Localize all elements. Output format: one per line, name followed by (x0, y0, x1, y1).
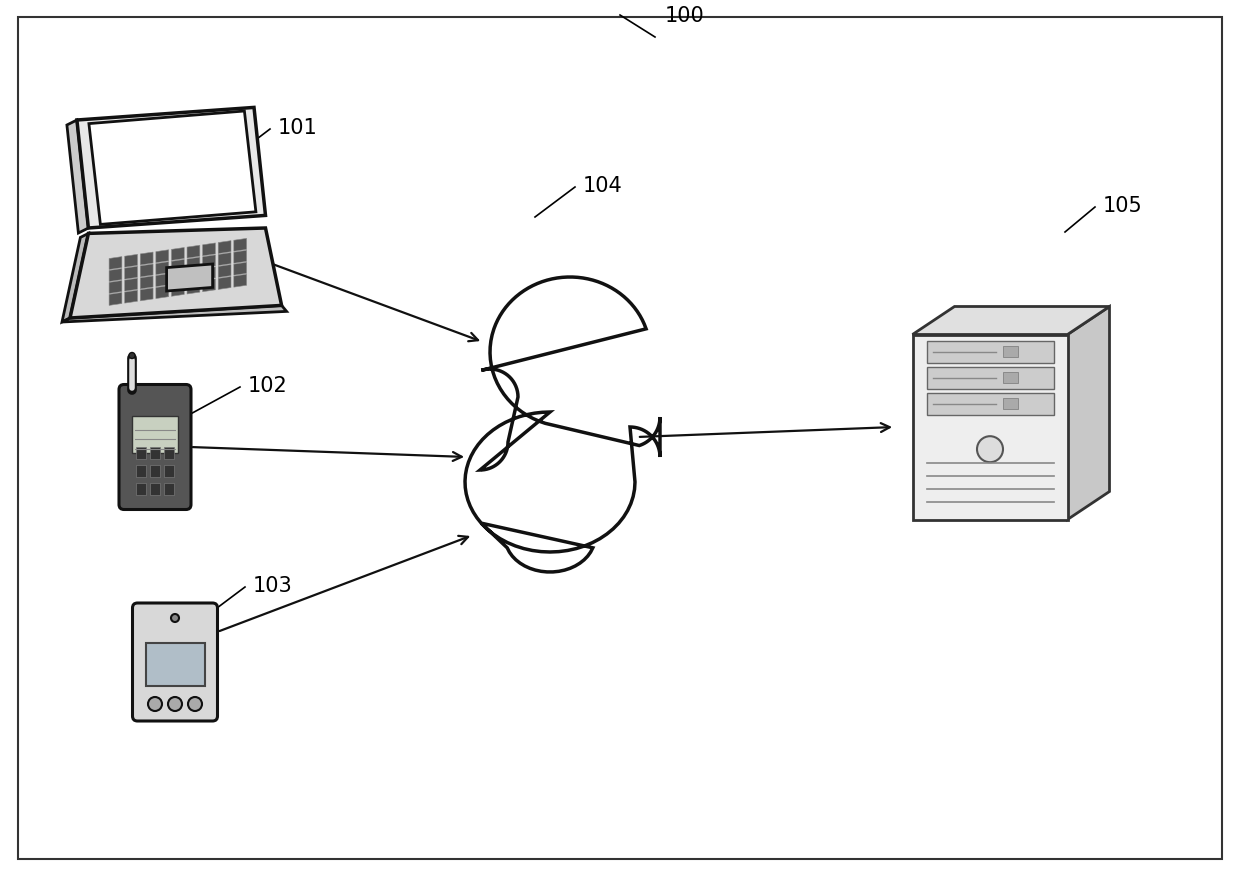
Polygon shape (109, 257, 122, 270)
Polygon shape (125, 291, 138, 303)
Text: 100: 100 (665, 6, 704, 26)
Bar (150, 465, 160, 477)
Polygon shape (218, 277, 231, 290)
Circle shape (977, 437, 1003, 463)
Polygon shape (218, 253, 231, 267)
Polygon shape (69, 229, 281, 318)
Circle shape (129, 353, 135, 359)
Text: 101: 101 (278, 118, 317, 138)
Bar (164, 483, 174, 495)
Polygon shape (156, 251, 169, 263)
Bar (136, 483, 146, 495)
Polygon shape (140, 289, 153, 302)
Circle shape (188, 697, 202, 711)
Polygon shape (77, 108, 265, 229)
Polygon shape (171, 260, 185, 273)
FancyBboxPatch shape (133, 603, 217, 721)
Text: 104: 104 (583, 175, 622, 196)
Bar (145, 643, 205, 686)
Polygon shape (234, 239, 247, 252)
Polygon shape (202, 244, 216, 256)
Polygon shape (109, 282, 122, 294)
Polygon shape (913, 307, 1110, 335)
Polygon shape (465, 278, 660, 573)
Bar (1003, 373, 1018, 383)
Polygon shape (1068, 307, 1110, 520)
Polygon shape (62, 234, 88, 323)
Bar (164, 447, 174, 459)
Polygon shape (67, 121, 88, 234)
Polygon shape (156, 287, 169, 299)
Polygon shape (234, 251, 247, 264)
Bar (913, 335, 1068, 520)
Bar (136, 465, 146, 477)
Text: 105: 105 (1104, 196, 1143, 216)
Bar (926, 367, 1054, 389)
Polygon shape (234, 263, 247, 276)
Polygon shape (218, 265, 231, 278)
Polygon shape (89, 112, 255, 225)
Polygon shape (218, 241, 231, 254)
Bar (1003, 346, 1018, 358)
Circle shape (148, 697, 162, 711)
Polygon shape (202, 280, 216, 292)
Polygon shape (125, 267, 138, 280)
Bar (136, 447, 146, 459)
Polygon shape (202, 267, 216, 281)
Polygon shape (171, 272, 185, 285)
Bar (1003, 398, 1018, 410)
Circle shape (171, 614, 179, 623)
Polygon shape (187, 258, 200, 271)
Circle shape (167, 697, 182, 711)
Polygon shape (171, 248, 185, 261)
Polygon shape (156, 262, 169, 275)
Polygon shape (187, 282, 200, 295)
Polygon shape (234, 275, 247, 288)
Text: 103: 103 (253, 575, 293, 595)
Polygon shape (202, 255, 216, 268)
FancyBboxPatch shape (119, 385, 191, 510)
Text: 102: 102 (248, 375, 288, 396)
Polygon shape (187, 246, 200, 259)
Polygon shape (166, 265, 212, 292)
Bar (150, 447, 160, 459)
Bar (131, 417, 179, 453)
Polygon shape (171, 284, 185, 297)
Polygon shape (140, 253, 153, 266)
Polygon shape (125, 279, 138, 292)
Polygon shape (125, 255, 138, 267)
Bar (150, 483, 160, 495)
Polygon shape (140, 265, 153, 278)
Polygon shape (140, 276, 153, 289)
Bar (926, 393, 1054, 415)
Polygon shape (156, 275, 169, 288)
Polygon shape (187, 270, 200, 282)
Polygon shape (109, 269, 122, 282)
Bar (926, 341, 1054, 363)
Polygon shape (109, 293, 122, 306)
Polygon shape (62, 306, 286, 323)
Bar (164, 465, 174, 477)
